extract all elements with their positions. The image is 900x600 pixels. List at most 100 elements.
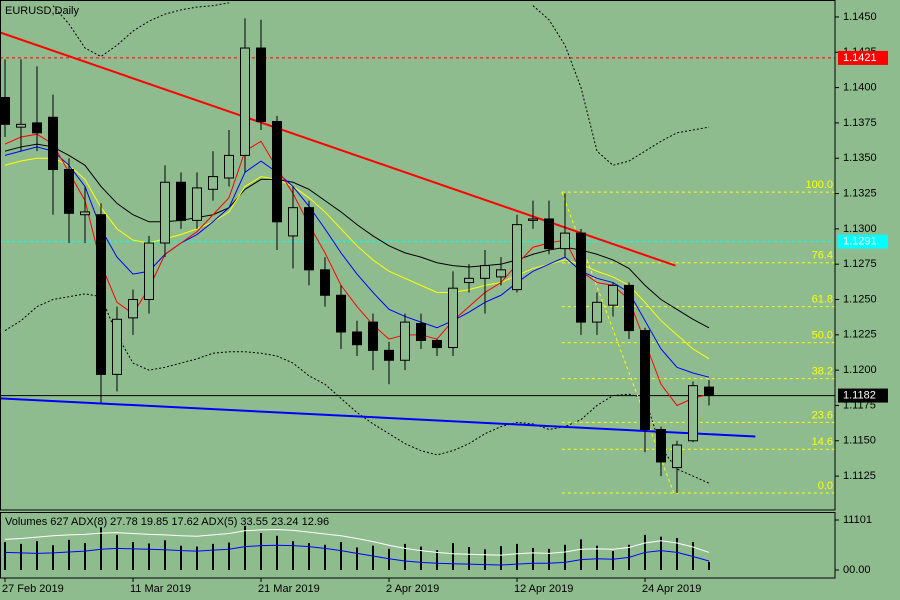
moving-average xyxy=(4,157,710,360)
volume-bar xyxy=(324,544,326,571)
y-tick-label: 1.1125 xyxy=(843,470,876,482)
volume-bar xyxy=(4,542,6,571)
candle-body xyxy=(16,123,26,128)
candle-body xyxy=(128,299,138,319)
candle-body xyxy=(176,181,186,221)
candle-body xyxy=(384,349,394,361)
candle-body xyxy=(640,330,650,430)
candle-body xyxy=(656,428,666,463)
y-tick-label: 1.1350 xyxy=(843,152,877,164)
volume-bar xyxy=(260,533,262,571)
volume-bar xyxy=(388,548,390,571)
price-label-box xyxy=(838,50,888,65)
candle-body xyxy=(528,218,538,221)
volume-bar xyxy=(548,548,550,571)
volume-bar xyxy=(244,525,246,571)
candle-body xyxy=(208,176,218,190)
volume-bar xyxy=(212,543,214,571)
candle-body xyxy=(624,284,634,332)
moving-average xyxy=(4,146,710,378)
x-tick-label: 27 Feb 2019 xyxy=(2,583,64,595)
volume-bar xyxy=(36,541,38,571)
volume-bar xyxy=(468,547,470,571)
volume-bar xyxy=(660,536,662,571)
volume-bar xyxy=(404,543,406,571)
volume-bar xyxy=(228,542,230,571)
candle-body xyxy=(32,122,42,134)
volume-bar xyxy=(148,543,150,571)
moving-average xyxy=(4,143,710,329)
y-tick-label: 1.1300 xyxy=(843,223,877,235)
volume-bar xyxy=(340,542,342,571)
candle-body xyxy=(512,224,522,291)
price-label: 1.1182 xyxy=(843,389,876,401)
fib-label: 61.8 xyxy=(812,293,833,305)
trendline xyxy=(0,397,756,438)
volume-bar xyxy=(308,542,310,571)
price-label: 1.1421 xyxy=(843,52,877,64)
candle-body xyxy=(480,265,490,279)
candle-body xyxy=(192,187,202,221)
volume-bar xyxy=(580,539,582,571)
volume-bar xyxy=(708,561,710,571)
fib-label: 76.4 xyxy=(812,250,833,262)
volume-bar xyxy=(564,544,566,571)
candle-body xyxy=(272,120,282,223)
volume-bar xyxy=(676,538,678,571)
volume-bar xyxy=(532,547,534,571)
candle-body xyxy=(496,269,506,278)
price-label: 1.1291 xyxy=(843,235,877,247)
candle-body xyxy=(96,214,106,375)
volume-bar xyxy=(116,534,118,571)
candle-body xyxy=(560,232,570,250)
candle-body xyxy=(256,47,266,122)
adx-line xyxy=(4,544,710,566)
volume-bar xyxy=(20,543,22,571)
volume-bar xyxy=(420,546,422,571)
candle-body xyxy=(448,287,458,349)
volume-bar xyxy=(164,540,166,571)
candle-body xyxy=(416,323,426,341)
volume-bar xyxy=(484,549,486,571)
candle-body xyxy=(400,321,410,361)
x-tick-label: 2 Apr 2019 xyxy=(386,583,439,595)
trendline xyxy=(0,31,676,267)
volume-bar xyxy=(372,545,374,571)
candle-body xyxy=(80,211,90,216)
candle-body xyxy=(336,294,346,333)
y-tick-label: 1.1200 xyxy=(843,364,877,376)
volume-bar xyxy=(100,527,102,571)
fib-label: 50.0 xyxy=(812,329,833,341)
candle-body xyxy=(544,218,554,250)
sub-plot xyxy=(4,525,710,571)
y-tick-label: 1.1275 xyxy=(843,258,877,270)
fib-label: 0.0 xyxy=(818,480,833,492)
y-tick-label: 1.1225 xyxy=(843,329,877,341)
candle-body xyxy=(592,301,602,323)
candle-body xyxy=(672,444,682,469)
x-tick-label: 11 Mar 2019 xyxy=(130,583,191,595)
candle-body xyxy=(0,96,10,125)
main-plot: 100.0 76.4 61.8 50.0 38.2 23.6 14.6 0.0 xyxy=(0,2,835,494)
adx-line xyxy=(4,528,710,556)
fib-label: 14.6 xyxy=(812,436,833,448)
candle-body xyxy=(144,242,154,301)
y-tick-label: 1.1400 xyxy=(843,81,877,93)
price-label-box xyxy=(838,234,888,249)
moving-average xyxy=(4,133,710,407)
main-frame xyxy=(0,0,836,511)
x-tick-label: 12 Apr 2019 xyxy=(514,583,573,595)
y-tick-label: 1.1450 xyxy=(843,11,877,23)
candle-body xyxy=(352,331,362,346)
volume-bar xyxy=(500,546,502,571)
candle-body xyxy=(224,154,234,179)
candle-body xyxy=(608,284,618,306)
volume-bar xyxy=(516,543,518,571)
y-tick-label: 1.1250 xyxy=(843,293,877,305)
candle-body xyxy=(704,386,714,397)
volume-bar xyxy=(436,550,438,571)
candle-body xyxy=(64,169,74,214)
candle-body xyxy=(160,181,170,244)
